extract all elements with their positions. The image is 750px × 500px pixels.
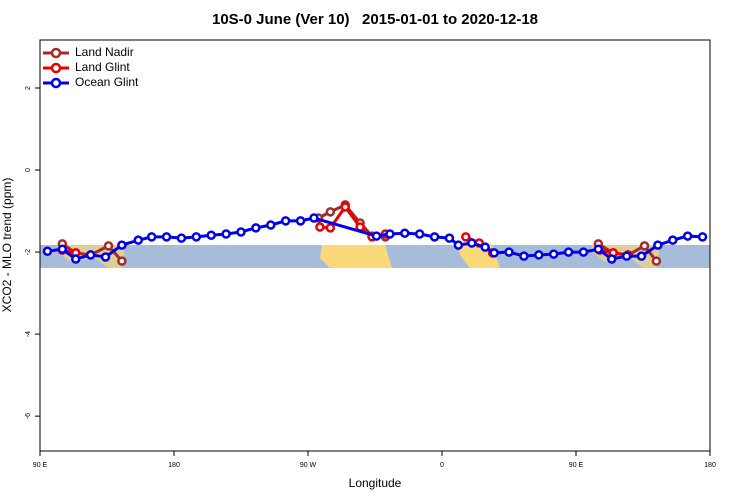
point xyxy=(400,228,410,238)
x-tick-label: 90 E xyxy=(569,462,584,469)
point xyxy=(251,223,261,233)
point xyxy=(682,231,693,241)
point xyxy=(236,227,246,237)
legend-label: Land Nadir xyxy=(75,45,134,59)
y-tick-label: 0 xyxy=(25,168,32,172)
point xyxy=(42,246,53,256)
land-patch xyxy=(320,245,392,268)
point xyxy=(191,232,202,242)
point xyxy=(621,251,632,261)
y-tick-label: 2 xyxy=(25,86,32,90)
point xyxy=(429,232,440,242)
point xyxy=(504,247,514,257)
point xyxy=(548,249,559,259)
chart-title: 10S-0 June (Ver 10) 2015-01-01 to 2020-1… xyxy=(212,11,538,28)
point xyxy=(315,222,325,232)
point xyxy=(100,252,111,262)
point xyxy=(636,251,647,261)
point xyxy=(117,256,127,266)
point xyxy=(563,247,574,257)
point xyxy=(266,220,276,230)
point xyxy=(221,229,231,239)
point xyxy=(85,250,96,260)
point xyxy=(639,241,650,251)
x-tick-label: 90 E xyxy=(33,462,48,469)
x-tick-label: 180 xyxy=(704,462,716,469)
point xyxy=(371,231,382,241)
point xyxy=(578,247,589,257)
point xyxy=(340,202,350,212)
point xyxy=(414,229,425,239)
point xyxy=(606,254,617,264)
legend-label: Ocean Glint xyxy=(75,75,139,89)
y-tick-label: -2 xyxy=(25,249,32,255)
x-axis-label: Longitude xyxy=(349,476,402,490)
plot-frame xyxy=(39,39,711,452)
point xyxy=(325,223,336,233)
series-line xyxy=(62,204,629,257)
point xyxy=(519,251,529,261)
point xyxy=(280,216,291,226)
point xyxy=(70,254,81,264)
point xyxy=(697,232,708,242)
y-tick-label: -4 xyxy=(25,331,32,337)
point xyxy=(385,229,395,239)
x-tick-label: 180 xyxy=(168,462,180,469)
point xyxy=(309,213,319,223)
legend-marker xyxy=(50,62,62,74)
point xyxy=(57,244,68,254)
point xyxy=(489,248,499,258)
series xyxy=(42,213,708,264)
point xyxy=(117,240,127,250)
x-tick-label: 90 W xyxy=(300,462,317,469)
point xyxy=(461,232,471,242)
point xyxy=(534,250,544,260)
point xyxy=(103,241,114,251)
point xyxy=(467,238,477,248)
point xyxy=(453,240,464,250)
legend-label: Land Glint xyxy=(75,60,130,74)
point xyxy=(480,242,490,252)
point xyxy=(668,235,678,245)
point xyxy=(651,256,662,266)
point xyxy=(176,233,187,243)
point xyxy=(161,232,172,242)
point xyxy=(146,232,157,242)
y-tick-label: -6 xyxy=(25,413,32,419)
y-axis-label: XCO2 - MLO trend (ppm) xyxy=(0,178,14,313)
legend-marker xyxy=(50,77,62,89)
x-tick-label: 0 xyxy=(440,462,444,469)
point xyxy=(325,207,336,217)
point xyxy=(593,244,604,254)
point xyxy=(206,230,216,240)
legend-marker xyxy=(50,47,62,59)
point xyxy=(295,216,306,226)
point xyxy=(444,233,455,243)
point xyxy=(653,240,663,250)
point xyxy=(133,235,144,245)
